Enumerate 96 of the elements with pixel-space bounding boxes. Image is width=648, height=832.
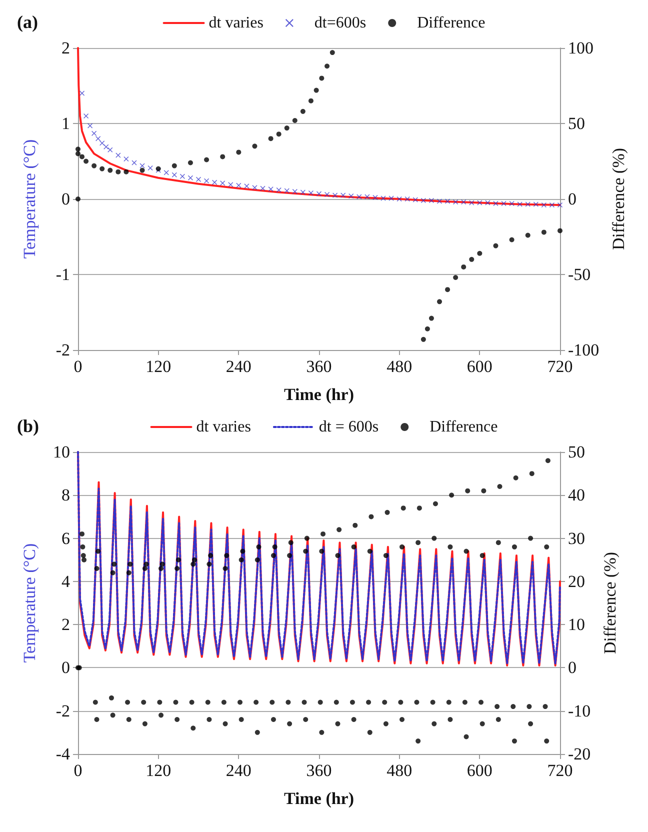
y2-tick-label: 0 [568,190,576,208]
point [469,256,474,262]
point [100,166,105,172]
point [92,163,97,168]
point [284,126,290,131]
point [172,163,177,168]
y-tick-label: 8 [62,486,70,505]
legend-label: dt=600s [314,14,366,32]
x-tick-label: 720 [547,357,573,376]
point [76,151,80,156]
point [319,76,324,81]
y2-tick-label: 20 [568,572,585,591]
legend-label: Difference [417,14,486,32]
x-tick-label: 360 [306,761,332,780]
y-tick-label: 4 [62,572,70,591]
y-tick-label: -2 [56,701,70,720]
y2-tick-label: -50 [568,265,591,284]
x-tick-label: 480 [386,761,412,780]
x-tick-label: 240 [226,761,252,780]
point [188,160,193,166]
y-tick-label: 0 [62,190,70,208]
x-axis-title: Time (hr) [284,385,354,404]
x-tick-label: 720 [547,761,573,780]
point [292,118,298,123]
point [420,336,426,342]
point [204,157,210,162]
y-tick-label: 6 [62,528,70,548]
point [558,228,562,234]
y2-tick-label: 30 [568,528,585,548]
point [428,316,434,321]
point [477,250,482,256]
point [84,158,89,164]
point [437,299,442,304]
y2-tick-label: 10 [568,615,585,634]
point [124,169,129,174]
y2-tick-label: -100 [568,340,600,360]
point [236,150,242,155]
y2-tick-label: -10 [568,701,591,720]
y-tick-label: 0 [62,658,70,678]
legend-label: dt varies [196,418,251,436]
chart-title: (b) [17,416,40,436]
point [268,136,274,142]
point [80,154,85,160]
y2-tick-label: 50 [568,114,585,133]
x-tick-label: 480 [386,357,412,376]
y2-axis-title: Difference (%) [600,552,620,654]
point [330,50,335,56]
y-axis-title: Temperature (°C) [20,543,39,663]
x-tick-label: 120 [146,357,172,376]
y-tick-label: 1 [62,114,70,133]
legend-label: dt varies [208,14,264,32]
point [276,132,282,137]
x-tick-label: 120 [146,761,172,780]
y2-tick-label: 100 [568,38,594,58]
point [424,326,430,332]
line-series [77,47,561,206]
x-tick-label: 360 [306,357,332,376]
point [308,98,314,104]
point [108,168,113,173]
y2-tick-label: 0 [568,658,576,678]
point [493,243,498,248]
point [300,108,306,114]
point [220,154,226,160]
point [445,287,450,292]
point [324,64,330,69]
y-tick-label: -1 [56,265,70,284]
point [453,275,458,280]
point [116,169,121,174]
point [525,232,530,238]
legend-label: Difference [430,418,498,436]
y2-tick-label: -20 [568,744,591,764]
point [76,146,80,152]
y-tick-label: -4 [56,744,70,764]
point [314,88,319,93]
point [541,230,546,235]
y-tick-label: -2 [56,340,70,360]
x-tick-label: 600 [466,761,492,780]
chart-title: (a) [17,12,38,32]
x-axis-title: Time (hr) [284,789,354,808]
y-tick-label: 2 [62,38,70,58]
point [140,168,145,173]
y-axis-title: Temperature (°C) [20,139,39,259]
point [509,237,514,242]
x-tick-label: 0 [74,357,82,376]
y2-axis-title: Difference (%) [609,148,628,250]
point [76,196,80,202]
y2-tick-label: 40 [568,486,585,505]
y2-tick-label: 50 [568,442,585,462]
x-tick-label: 0 [74,761,82,780]
legend-label: dt = 600s [318,418,379,436]
point [461,264,466,270]
x-tick-label: 600 [466,357,492,376]
x-tick-label: 240 [226,357,252,376]
y-tick-label: 10 [53,442,70,462]
y-tick-label: 2 [62,615,70,634]
point [252,144,258,149]
